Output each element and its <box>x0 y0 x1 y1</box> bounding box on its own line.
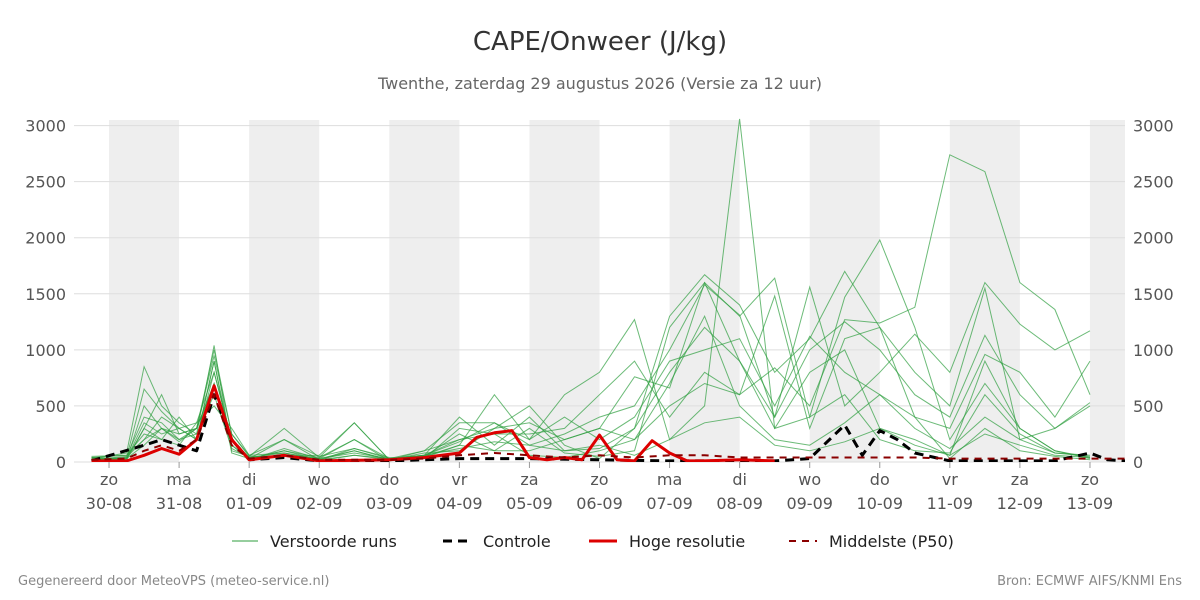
y-tick-label: 0 <box>56 453 66 472</box>
y-tick-label: 1000 <box>25 341 66 360</box>
x-tick-day: wo <box>308 470 331 489</box>
legend-label-members: Verstoorde runs <box>270 532 397 551</box>
x-tick-date: 04-09 <box>436 494 483 513</box>
x-tick-date: 11-09 <box>927 494 974 513</box>
x-tick-date: 08-09 <box>716 494 763 513</box>
day-band <box>1089 120 1125 462</box>
day-band <box>669 120 740 462</box>
x-tick-day: do <box>379 470 399 489</box>
legend: Verstoorde runs Controle Hoge resolutie Mid… <box>232 532 954 551</box>
x-tick-day: vr <box>451 470 467 489</box>
y-tick-label-right: 2500 <box>1133 173 1174 192</box>
x-tick-day: za <box>1011 470 1029 489</box>
x-tick-date: 03-09 <box>366 494 413 513</box>
x-tick-date: 02-09 <box>296 494 343 513</box>
y-tick-label: 2000 <box>25 229 66 248</box>
footer-credit: Gegenereerd door MeteoVPS (meteo-service… <box>18 574 329 589</box>
y-tick-label-right: 2000 <box>1133 229 1174 248</box>
x-tick-date: 13-09 <box>1067 494 1114 513</box>
y-tick-label: 3000 <box>25 117 66 136</box>
ensemble-member-line <box>91 286 1091 461</box>
x-tick-day: di <box>732 470 747 489</box>
day-band <box>249 120 320 462</box>
x-tick-date: 05-09 <box>506 494 553 513</box>
x-tick-date: 10-09 <box>857 494 904 513</box>
chart-subtitle: Twenthe, zaterdag 29 augustus 2026 (Vers… <box>377 74 822 93</box>
x-tick-day: ma <box>166 470 191 489</box>
y-tick-label: 2500 <box>25 173 66 192</box>
y-tick-label-right: 1500 <box>1133 285 1174 304</box>
x-tick-date: 30-08 <box>86 494 133 513</box>
x-tick-day: wo <box>798 470 821 489</box>
day-band <box>389 120 460 462</box>
y-tick-label-right: 500 <box>1133 397 1164 416</box>
x-tick-date: 31-08 <box>156 494 203 513</box>
x-tick-date: 07-09 <box>646 494 693 513</box>
ensemble-member-line <box>91 335 1091 461</box>
day-band <box>529 120 600 462</box>
x-tick-day: ma <box>657 470 682 489</box>
weekend-bands <box>109 120 1125 462</box>
x-tick-date: 09-09 <box>786 494 833 513</box>
x-axis: zo 30-08 ma 31-08 di 01-09 wo 02-09 do 03-09 vr 04-… <box>86 462 1113 513</box>
x-tick-date: 12-09 <box>997 494 1044 513</box>
legend-label-hires: Hoge resolutie <box>629 532 745 551</box>
x-tick-day: do <box>870 470 890 489</box>
x-tick-day: di <box>242 470 257 489</box>
y-tick-label: 500 <box>35 397 66 416</box>
y-tick-label-right: 0 <box>1133 453 1143 472</box>
y-tick-label-right: 3000 <box>1133 117 1174 136</box>
y-tick-label: 1500 <box>25 285 66 304</box>
x-tick-date: 01-09 <box>226 494 273 513</box>
x-tick-day: za <box>520 470 538 489</box>
y-axis-left: 0 500 1000 1500 2000 2500 3000 <box>25 117 66 472</box>
series-lines <box>91 118 1125 462</box>
day-band <box>109 120 180 462</box>
x-tick-day: vr <box>942 470 958 489</box>
legend-label-median: Middelste (P50) <box>829 532 954 551</box>
x-tick-day: zo <box>590 470 608 489</box>
x-tick-date: 06-09 <box>576 494 623 513</box>
x-tick-day: zo <box>1081 470 1099 489</box>
chart-title: CAPE/Onweer (J/kg) <box>473 27 727 57</box>
y-axis-right: 0 500 1000 1500 2000 2500 3000 <box>1133 117 1174 472</box>
median-line <box>91 393 1125 461</box>
footer-source: Bron: ECMWF AIFS/KNMI Ens <box>997 574 1182 589</box>
y-tick-label-right: 1000 <box>1133 341 1174 360</box>
plot-area <box>91 118 1125 462</box>
x-tick-day: zo <box>100 470 118 489</box>
legend-label-control: Controle <box>483 532 551 551</box>
